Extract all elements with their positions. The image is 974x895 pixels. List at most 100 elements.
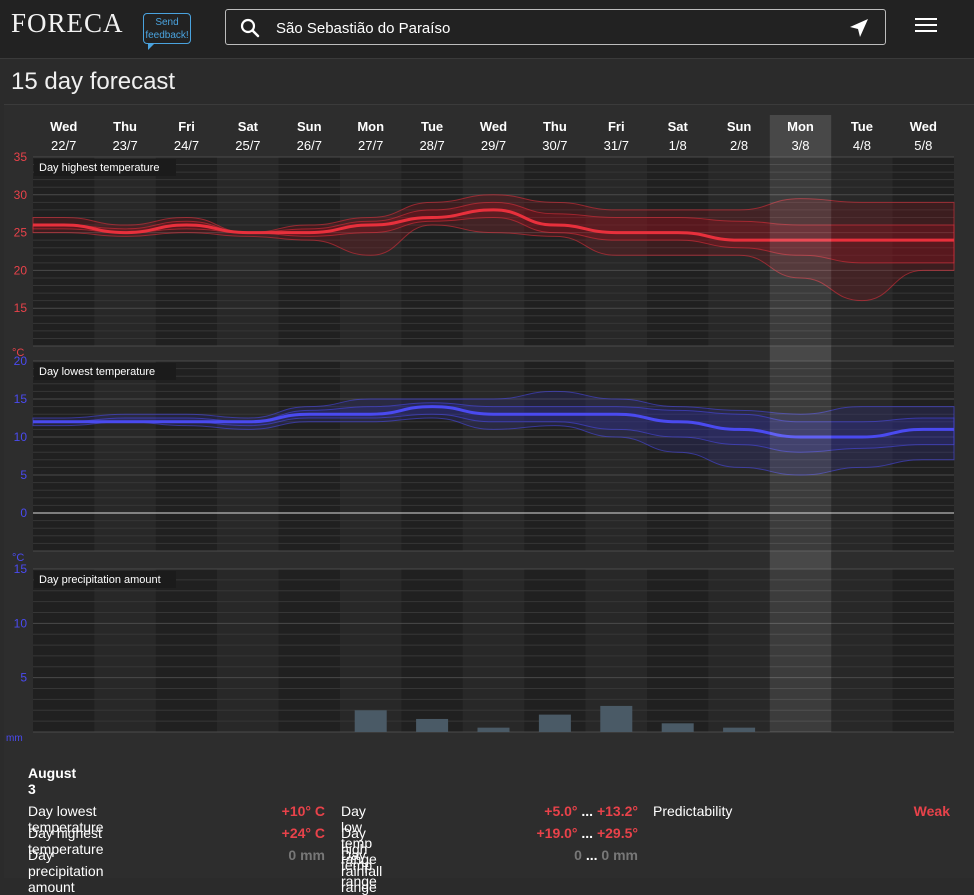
day-date-label: 25/7 (235, 138, 260, 153)
predictability-value: Weak (913, 803, 950, 819)
low-temp-value: +10° C (281, 803, 325, 819)
top-bar: FORECA Send feedback! (0, 0, 974, 59)
y-tick-label: 10 (14, 616, 28, 630)
day-date-label: 5/8 (914, 138, 932, 153)
main-series-line (33, 208, 954, 242)
day-date-label: 28/7 (419, 138, 444, 153)
low-range-min: +5.0° (544, 803, 578, 819)
page-title: 15 day forecast (11, 68, 176, 95)
search-input[interactable] (274, 16, 838, 40)
rain-range-max: 0 mm (601, 847, 638, 863)
low-range-value: +5.0° ... +13.2° (480, 803, 638, 819)
precip-bar (723, 727, 756, 732)
day-name-label: Wed (480, 119, 507, 134)
day-name-label: Wed (50, 119, 77, 134)
day-name-label: Thu (113, 119, 137, 134)
y-tick-label: 20 (14, 354, 28, 368)
day-name-label: Mon (787, 119, 814, 134)
y-tick-label: 0 (20, 506, 27, 520)
day-date-label: 1/8 (669, 138, 687, 153)
high-temp-label: Day highest temperature (28, 825, 104, 857)
day-name-label: Sun (297, 119, 322, 134)
day-date-label: 24/7 (174, 138, 199, 153)
precip-value: 0 mm (288, 847, 325, 863)
day-name-label: Sun (727, 119, 752, 134)
inner-range-band (33, 402, 955, 453)
day-name-label: Wed (910, 119, 937, 134)
precip-label: Day precipitation amount (28, 847, 104, 895)
y-tick-label: 25 (14, 226, 28, 240)
y-tick-label: 30 (14, 188, 28, 202)
feedback-line-1: Send (155, 17, 179, 28)
y-tick-label: 5 (20, 468, 27, 482)
high-temp-value: +24° C (281, 825, 325, 841)
precip-bar (661, 723, 694, 732)
day-date-label: 31/7 (604, 138, 629, 153)
day-date-label: 29/7 (481, 138, 506, 153)
range-separator: ... (581, 825, 594, 841)
day-date-label: 2/8 (730, 138, 748, 153)
low-range-label: Day low temp range (341, 803, 377, 867)
y-tick-label: 15 (14, 392, 28, 406)
day-name-label: Sat (668, 119, 689, 134)
predictability-label: Predictability (653, 803, 733, 819)
low-temp-label: Day lowest temperature (28, 803, 104, 835)
high-range-max: +29.5° (596, 825, 638, 841)
precip-bar (354, 710, 387, 732)
search-icon[interactable] (240, 18, 260, 38)
day-name-label: Thu (543, 119, 567, 134)
precip-bar (416, 718, 449, 732)
day-date-label: 26/7 (297, 138, 322, 153)
details-date: August 3 (28, 765, 77, 797)
foreca-logo[interactable]: FORECA (11, 8, 124, 38)
day-date-label: 30/7 (542, 138, 567, 153)
high-range-min: +19.0° (536, 825, 578, 841)
chart-title: Day highest temperature (39, 162, 159, 174)
day-name-label: Fri (608, 119, 625, 134)
forecast-chart[interactable]: Wed 22/7 Thu 23/7 Fri 24/7 Sat 25/7 Sun 26/7 Mon 27… (4, 105, 974, 878)
day-name-label: Mon (357, 119, 384, 134)
day-date-label: 23/7 (112, 138, 137, 153)
selected-day-highlight[interactable] (769, 115, 832, 732)
my-location-icon[interactable] (849, 18, 869, 38)
y-tick-label: 35 (14, 150, 28, 164)
range-separator: ... (585, 847, 598, 863)
chart-title-bg (34, 571, 176, 588)
y-unit-label: mm (6, 733, 23, 744)
chart-title: Day lowest temperature (39, 366, 155, 378)
rain-range-label: Day rainfall range (341, 847, 383, 895)
panel-gap (33, 551, 954, 569)
send-feedback-button[interactable]: Send feedback! (143, 13, 191, 50)
precip-bar (600, 705, 633, 732)
location-search[interactable] (225, 9, 886, 45)
y-tick-label: 15 (14, 301, 28, 315)
panel-gap (33, 346, 954, 361)
day-name-label: Sat (238, 119, 259, 134)
y-unit-label: °C (12, 552, 24, 564)
day-name-label: Fri (178, 119, 195, 134)
y-tick-label: 10 (14, 430, 28, 444)
inner-range-band (32, 201, 955, 264)
y-tick-label: 15 (14, 562, 28, 576)
precip-bar (538, 714, 571, 732)
day-date-label: 22/7 (51, 138, 76, 153)
feedback-line-2: feedback! (145, 30, 189, 41)
precip-bar (477, 727, 510, 732)
rain-range-value: 0 ... 0 mm (480, 847, 638, 863)
y-tick-label: 5 (20, 671, 27, 685)
high-range-value: +19.0° ... +29.5° (480, 825, 638, 841)
y-unit-label: °C (12, 347, 24, 359)
day-name-label: Tue (851, 119, 873, 134)
day-date-label: 4/8 (853, 138, 871, 153)
rain-range-min: 0 (574, 847, 582, 863)
forecast-panel: Wed 22/7 Thu 23/7 Fri 24/7 Sat 25/7 Sun 26/7 Mon 27… (4, 104, 974, 878)
chart-title-bg (34, 363, 176, 380)
range-separator: ... (581, 803, 594, 819)
outer-range-band (32, 390, 955, 476)
low-range-max: +13.2° (596, 803, 638, 819)
main-series-line (33, 405, 954, 439)
hamburger-menu-icon[interactable] (915, 18, 937, 36)
chart-title: Day precipitation amount (39, 574, 161, 586)
day-date-label: 27/7 (358, 138, 383, 153)
y-tick-label: 20 (14, 263, 28, 277)
